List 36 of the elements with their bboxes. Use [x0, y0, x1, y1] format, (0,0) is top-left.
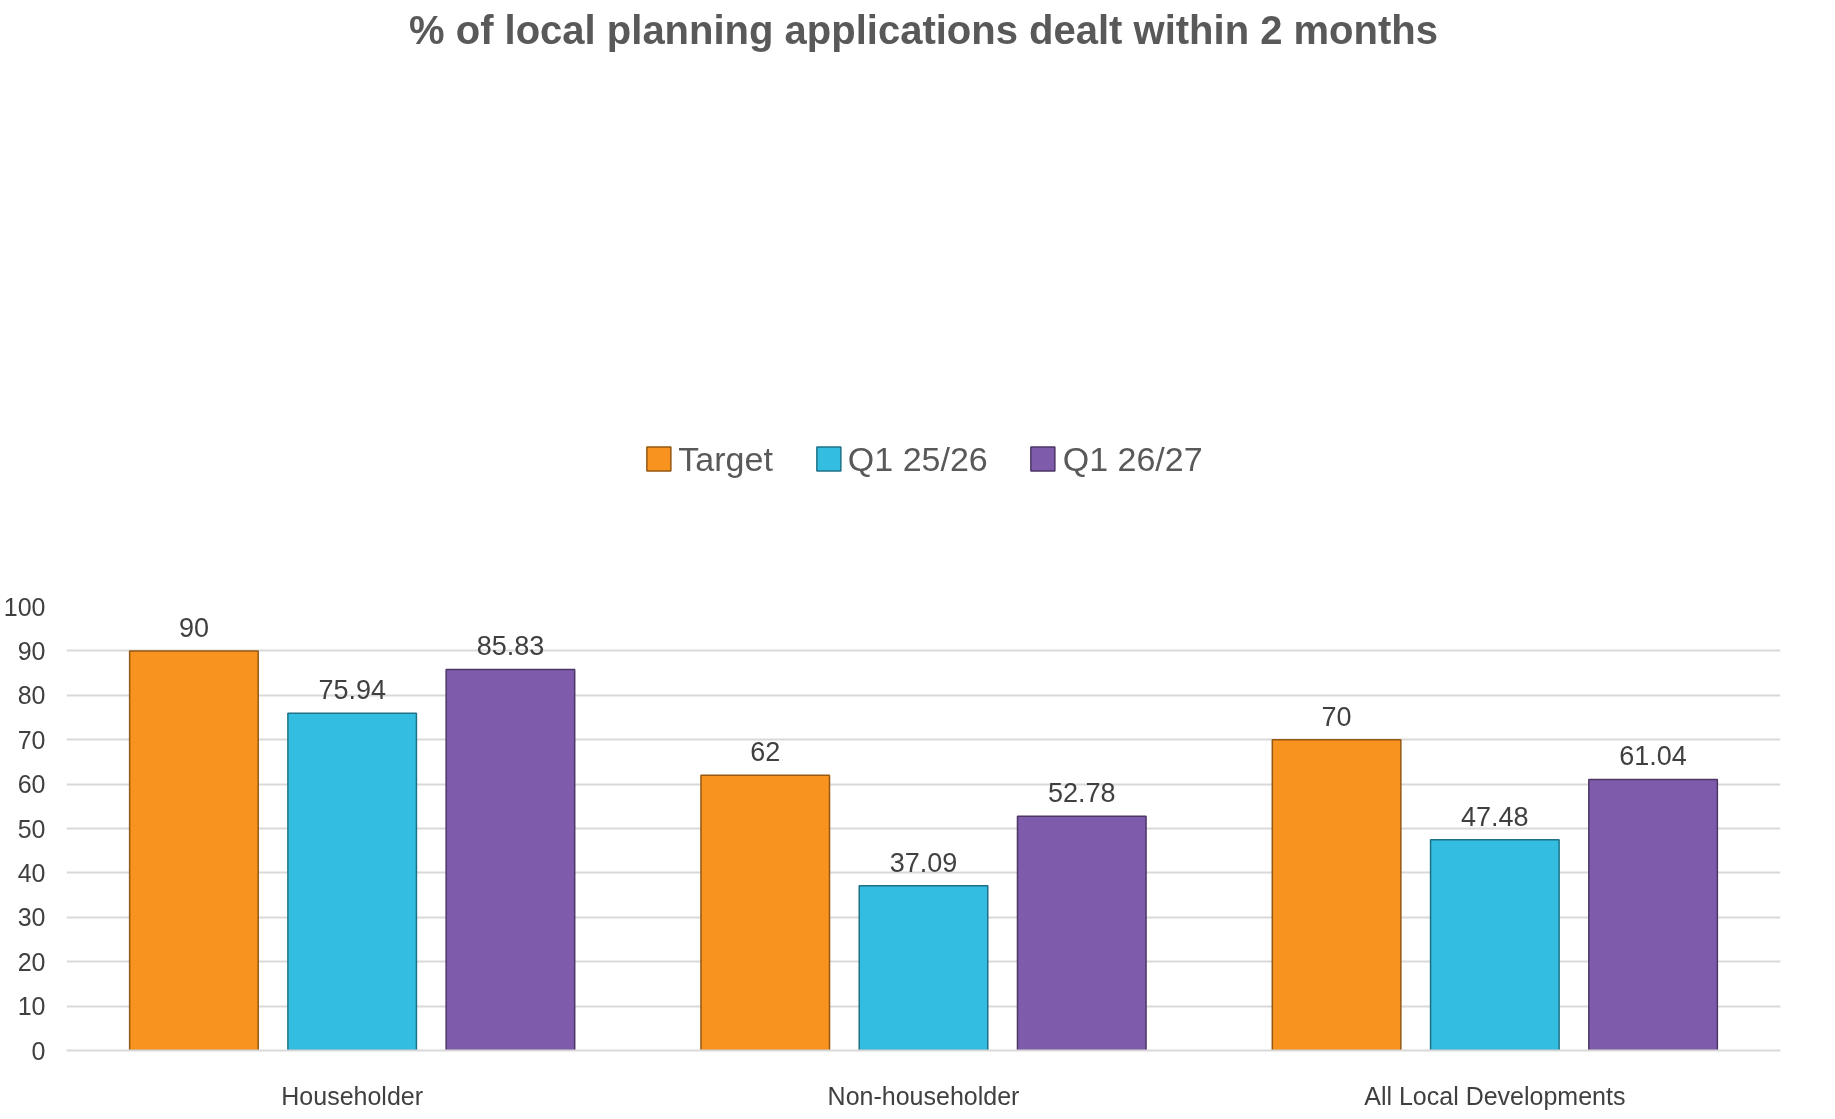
- x-tick-label: Non-householder: [827, 1081, 1020, 1110]
- bar: [1271, 738, 1402, 1051]
- bar: [445, 668, 576, 1051]
- y-tick-label: 60: [17, 770, 46, 799]
- bar: [1016, 815, 1147, 1051]
- data-label: 62: [750, 737, 781, 768]
- data-label: 70: [1321, 701, 1352, 732]
- data-label: 47.48: [1461, 801, 1529, 832]
- bar: [128, 650, 259, 1051]
- bar: [1588, 778, 1719, 1051]
- data-label: 37.09: [889, 847, 958, 878]
- x-tick-label: All Local Developments: [1364, 1081, 1626, 1110]
- data-label: 85.83: [476, 631, 545, 662]
- y-tick-label: 10: [17, 992, 46, 1021]
- legend-label: Q1 26/27: [1062, 439, 1203, 479]
- y-tick-label: 20: [17, 947, 46, 976]
- data-label: 75.94: [318, 675, 386, 706]
- bar: [287, 712, 418, 1051]
- y-tick-label: 40: [17, 858, 46, 887]
- chart-title: % of local planning applications dealt within 2 months: [409, 7, 1438, 52]
- data-label: 52.78: [1047, 778, 1116, 809]
- x-tick-label: Householder: [281, 1081, 424, 1110]
- bar: [858, 885, 989, 1051]
- data-label: 61.04: [1619, 741, 1687, 772]
- y-tick-label: 50: [17, 814, 46, 843]
- bar: [700, 774, 831, 1051]
- y-tick-label: 0: [31, 1036, 46, 1065]
- y-tick-label: 90: [17, 636, 46, 665]
- bar: [1429, 838, 1560, 1051]
- data-label: 90: [178, 612, 209, 643]
- legend-label: Target: [678, 439, 773, 479]
- legend-label: Q1 25/26: [847, 439, 988, 479]
- y-tick-label: 70: [17, 725, 46, 754]
- y-tick-label: 100: [3, 592, 46, 621]
- y-tick-label: 30: [17, 903, 46, 932]
- y-tick-label: 80: [17, 681, 46, 710]
